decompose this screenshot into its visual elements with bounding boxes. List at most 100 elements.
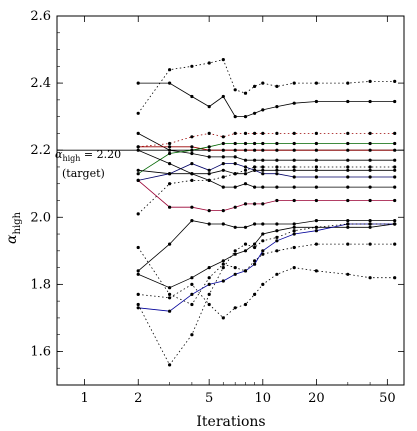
data-point xyxy=(233,252,237,256)
data-point xyxy=(346,99,350,104)
data-point xyxy=(261,172,265,176)
data-point xyxy=(275,222,279,226)
data-point xyxy=(314,185,318,189)
data-point xyxy=(207,155,211,159)
data-point xyxy=(292,165,296,169)
data-point xyxy=(275,105,279,109)
data-point xyxy=(368,276,372,280)
data-point xyxy=(243,302,248,307)
data-point xyxy=(275,84,279,88)
target-label-sub: high xyxy=(62,154,80,163)
series-line-17 xyxy=(137,223,395,366)
data-point xyxy=(168,182,172,186)
data-point xyxy=(168,172,172,176)
data-point xyxy=(393,276,397,280)
data-point xyxy=(136,111,140,115)
data-point xyxy=(168,148,172,152)
data-point xyxy=(292,185,296,189)
data-point xyxy=(168,145,172,149)
data-point xyxy=(243,249,248,253)
data-point xyxy=(368,141,372,146)
data-point xyxy=(253,131,257,135)
data-point xyxy=(233,266,237,270)
target-label-value: = 2.20 xyxy=(80,148,121,161)
data-point xyxy=(233,185,237,189)
data-point xyxy=(393,165,397,169)
y-axis-title: αhigh xyxy=(4,211,23,244)
data-point xyxy=(243,168,248,172)
data-point xyxy=(261,108,265,112)
data-point xyxy=(275,239,279,243)
data-point xyxy=(275,249,279,253)
data-point xyxy=(136,145,140,149)
data-point xyxy=(314,165,318,169)
x-tick-label: 2 xyxy=(134,391,142,406)
data-point xyxy=(207,172,211,176)
data-point xyxy=(368,168,372,172)
data-point xyxy=(221,58,225,62)
data-point xyxy=(261,239,265,243)
x-axis-title: Iterations xyxy=(196,414,265,430)
data-point xyxy=(275,165,279,169)
data-point xyxy=(221,94,225,99)
data-point xyxy=(207,292,211,296)
data-point xyxy=(253,245,257,250)
data-point xyxy=(393,158,397,162)
series-line-14 xyxy=(137,243,395,306)
data-point xyxy=(346,158,350,162)
data-point xyxy=(314,175,318,179)
data-point xyxy=(243,242,248,246)
x-tick-label: 10 xyxy=(255,391,272,406)
data-point xyxy=(275,168,279,172)
data-point xyxy=(221,135,225,139)
data-point xyxy=(292,141,296,146)
data-point xyxy=(221,259,225,263)
data-point xyxy=(221,279,225,283)
data-point xyxy=(190,151,194,156)
data-point xyxy=(253,292,257,296)
data-point xyxy=(190,172,194,176)
data-point xyxy=(275,131,279,135)
data-point xyxy=(168,296,172,300)
data-point xyxy=(190,333,194,337)
data-point xyxy=(233,148,237,152)
data-point xyxy=(190,205,194,209)
data-point xyxy=(221,185,225,189)
target-label: αhigh = 2.20 xyxy=(55,148,121,163)
data-point xyxy=(168,363,172,367)
data-point xyxy=(253,259,257,263)
data-point xyxy=(243,131,248,135)
data-point xyxy=(261,148,265,152)
data-point xyxy=(233,155,237,159)
data-point xyxy=(314,229,318,233)
data-point xyxy=(243,148,248,152)
data-point xyxy=(168,162,172,166)
data-point xyxy=(346,175,350,179)
data-point xyxy=(368,242,372,246)
data-point xyxy=(207,148,211,152)
data-point xyxy=(314,99,318,104)
target-note: (target) xyxy=(62,167,105,180)
data-point xyxy=(393,185,397,189)
data-point xyxy=(221,209,225,213)
data-point xyxy=(207,178,211,182)
data-point xyxy=(233,141,237,146)
data-point xyxy=(261,158,265,162)
data-point xyxy=(168,205,172,209)
data-point xyxy=(261,165,265,169)
data-point xyxy=(368,219,372,223)
data-point xyxy=(190,135,194,139)
y-tick-label: 2.4 xyxy=(30,76,51,91)
data-point xyxy=(233,205,237,209)
data-point xyxy=(368,158,372,162)
data-point xyxy=(346,131,350,135)
data-point xyxy=(292,158,296,162)
data-point xyxy=(346,272,350,276)
data-point xyxy=(275,141,279,146)
data-point xyxy=(243,202,248,206)
series-line-12 xyxy=(137,220,395,272)
data-point xyxy=(233,115,237,119)
data-point xyxy=(393,242,397,246)
data-point xyxy=(233,162,237,166)
series-line-11 xyxy=(137,180,395,212)
